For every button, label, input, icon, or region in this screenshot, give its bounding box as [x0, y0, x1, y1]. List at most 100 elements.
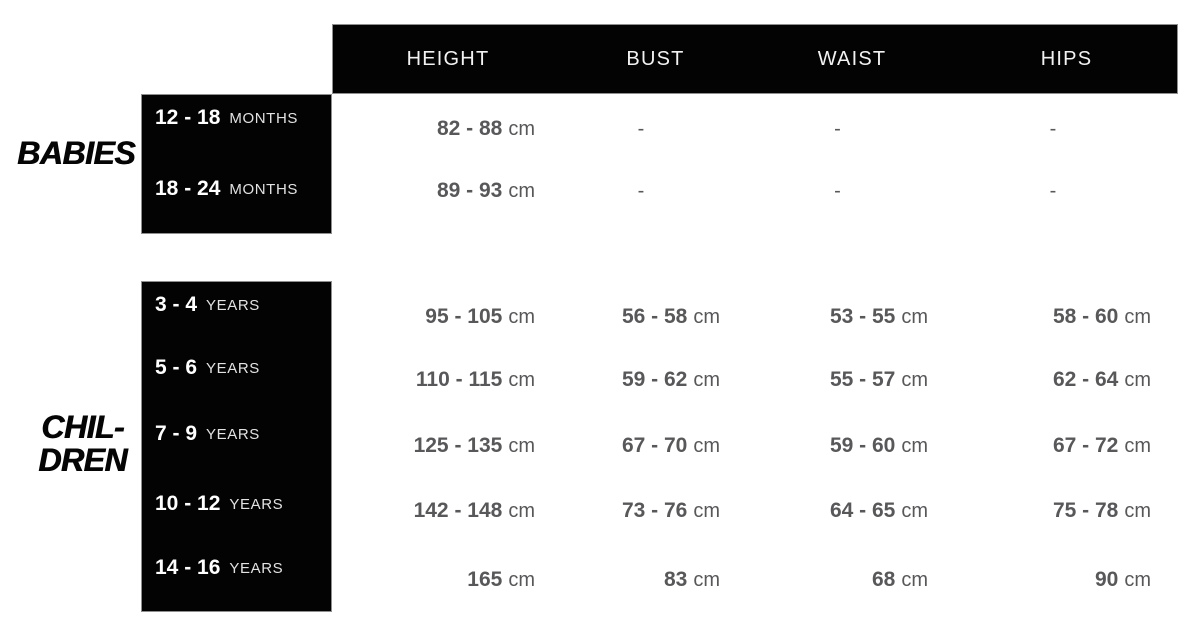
- table-row: 95 - 105 cm 56 - 58 cm 53 - 55 cm 58 - 60 cm: [332, 297, 1178, 337]
- age-row: 3 - 4 YEARS: [142, 285, 331, 325]
- bust-cell: 73 - 76 cm: [562, 499, 747, 523]
- unit-label: cm: [1124, 306, 1151, 328]
- height-cell: 165 cm: [332, 568, 562, 592]
- unit-label: cm: [1124, 500, 1151, 522]
- age-range: 5 - 6: [155, 356, 198, 379]
- hips-value: 67 - 72: [1052, 434, 1119, 457]
- height-cell: 110 - 115 cm: [332, 368, 562, 392]
- group-label-children: CHIL- DREN: [25, 411, 140, 477]
- hips-value: 90: [1094, 568, 1119, 591]
- waist-cell: 68 cm: [747, 568, 955, 592]
- age-row: 12 - 18 MONTHS: [142, 98, 331, 138]
- unit-label: cm: [508, 369, 535, 391]
- unit-label: cm: [901, 306, 928, 328]
- hips-value: 58 - 60: [1052, 305, 1119, 328]
- bust-cell: 67 - 70 cm: [562, 434, 747, 458]
- waist-value: 64 - 65: [829, 499, 896, 522]
- waist-value: 55 - 57: [829, 368, 896, 391]
- children-age-box: 3 - 4 YEARS 5 - 6 YEARS 7 - 9 YEARS 10 -…: [141, 281, 332, 612]
- group-label-babies: BABIES: [17, 137, 135, 170]
- table-row: 82 - 88 cm - - -: [332, 109, 1178, 149]
- unit-label: cm: [1124, 569, 1151, 591]
- unit-label: cm: [508, 569, 535, 591]
- hips-cell: -: [1049, 117, 1057, 140]
- children-values: 95 - 105 cm 56 - 58 cm 53 - 55 cm 58 - 60 cm…: [332, 281, 1178, 600]
- hips-cell: 67 - 72 cm: [955, 434, 1178, 458]
- age-unit-label: YEARS: [206, 296, 260, 314]
- waist-cell: 53 - 55 cm: [747, 305, 955, 329]
- waist-value: 53 - 55: [829, 305, 896, 328]
- group-label-line: DREN: [38, 442, 127, 478]
- unit-label: cm: [508, 306, 535, 328]
- hips-cell: 75 - 78 cm: [955, 499, 1178, 523]
- age-unit-label: YEARS: [229, 559, 284, 577]
- bust-cell: -: [637, 117, 645, 140]
- age-range: 7 - 9: [155, 422, 198, 445]
- unit-label: cm: [693, 369, 720, 391]
- age-unit-label: YEARS: [206, 425, 260, 443]
- unit-label: cm: [1124, 435, 1151, 457]
- age-range: 12 - 18: [155, 106, 221, 129]
- unit-label: cm: [693, 569, 720, 591]
- age-row: 14 - 16 YEARS: [142, 548, 331, 588]
- table-row: 125 - 135 cm 67 - 70 cm 59 - 60 cm 67 - 72 c…: [332, 426, 1178, 466]
- group-label-line: CHIL-: [41, 409, 124, 445]
- bust-value: 67 - 70: [621, 434, 688, 457]
- age-range: 18 - 24: [155, 177, 221, 200]
- hips-cell: 90 cm: [955, 568, 1178, 592]
- age-range: 10 - 12: [155, 492, 221, 515]
- bust-cell: 83 cm: [562, 568, 747, 592]
- bust-cell: 56 - 58 cm: [562, 305, 747, 329]
- hips-value: 75 - 78: [1052, 499, 1119, 522]
- hips-cell: -: [1049, 179, 1057, 202]
- bust-value: 83: [663, 568, 688, 591]
- group-label-line: BABIES: [17, 135, 135, 171]
- age-row: 10 - 12 YEARS: [142, 484, 331, 524]
- height-cell: 89 - 93 cm: [332, 179, 562, 203]
- height-value: 142 - 148: [413, 499, 503, 522]
- age-unit-label: MONTHS: [229, 180, 298, 198]
- bust-value: 73 - 76: [621, 499, 688, 522]
- bust-value: 59 - 62: [621, 368, 688, 391]
- babies-values: 82 - 88 cm - - - 89 - 93 cm - - -: [332, 94, 1178, 211]
- unit-label: cm: [901, 369, 928, 391]
- babies-age-box: 12 - 18 MONTHS 18 - 24 MONTHS: [141, 94, 332, 234]
- height-value: 110 - 115: [415, 368, 503, 391]
- waist-cell: -: [834, 117, 841, 140]
- waist-value: 59 - 60: [829, 434, 896, 457]
- age-range: 3 - 4: [155, 293, 198, 316]
- height-value: 165: [467, 568, 503, 591]
- waist-cell: -: [834, 179, 841, 202]
- unit-label: cm: [901, 569, 928, 591]
- bust-value: 56 - 58: [621, 305, 688, 328]
- waist-value: 68: [871, 568, 896, 591]
- age-unit-label: YEARS: [229, 495, 284, 513]
- height-value: 82 - 88: [436, 117, 503, 140]
- age-row: 18 - 24 MONTHS: [142, 169, 331, 209]
- unit-label: cm: [901, 500, 928, 522]
- table-row: 110 - 115 cm 59 - 62 cm 55 - 57 cm 62 - 64 c…: [332, 360, 1178, 400]
- unit-label: cm: [508, 118, 535, 140]
- unit-label: cm: [1124, 369, 1151, 391]
- table-row: 142 - 148 cm 73 - 76 cm 64 - 65 cm 75 - 78 c…: [332, 491, 1178, 531]
- unit-label: cm: [508, 435, 535, 457]
- height-value: 95 - 105: [425, 305, 503, 328]
- unit-label: cm: [693, 435, 720, 457]
- table-header: HEIGHT BUST WAIST HIPS: [332, 24, 1178, 94]
- height-cell: 142 - 148 cm: [332, 499, 562, 523]
- age-unit-label: YEARS: [206, 359, 260, 377]
- height-cell: 82 - 88 cm: [332, 117, 562, 141]
- waist-cell: 64 - 65 cm: [747, 499, 955, 523]
- column-header-waist: WAIST: [817, 47, 887, 70]
- column-header-hips: HIPS: [1040, 47, 1093, 70]
- table-row: 165 cm 83 cm 68 cm 90 cm: [332, 560, 1178, 600]
- column-header-bust: BUST: [626, 47, 685, 70]
- column-header-height: HEIGHT: [406, 47, 490, 70]
- unit-label: cm: [508, 500, 535, 522]
- hips-cell: 62 - 64 cm: [955, 368, 1178, 392]
- table-row: 89 - 93 cm - - -: [332, 171, 1178, 211]
- height-value: 125 - 135: [413, 434, 503, 457]
- height-cell: 95 - 105 cm: [332, 305, 562, 329]
- hips-cell: 58 - 60 cm: [955, 305, 1178, 329]
